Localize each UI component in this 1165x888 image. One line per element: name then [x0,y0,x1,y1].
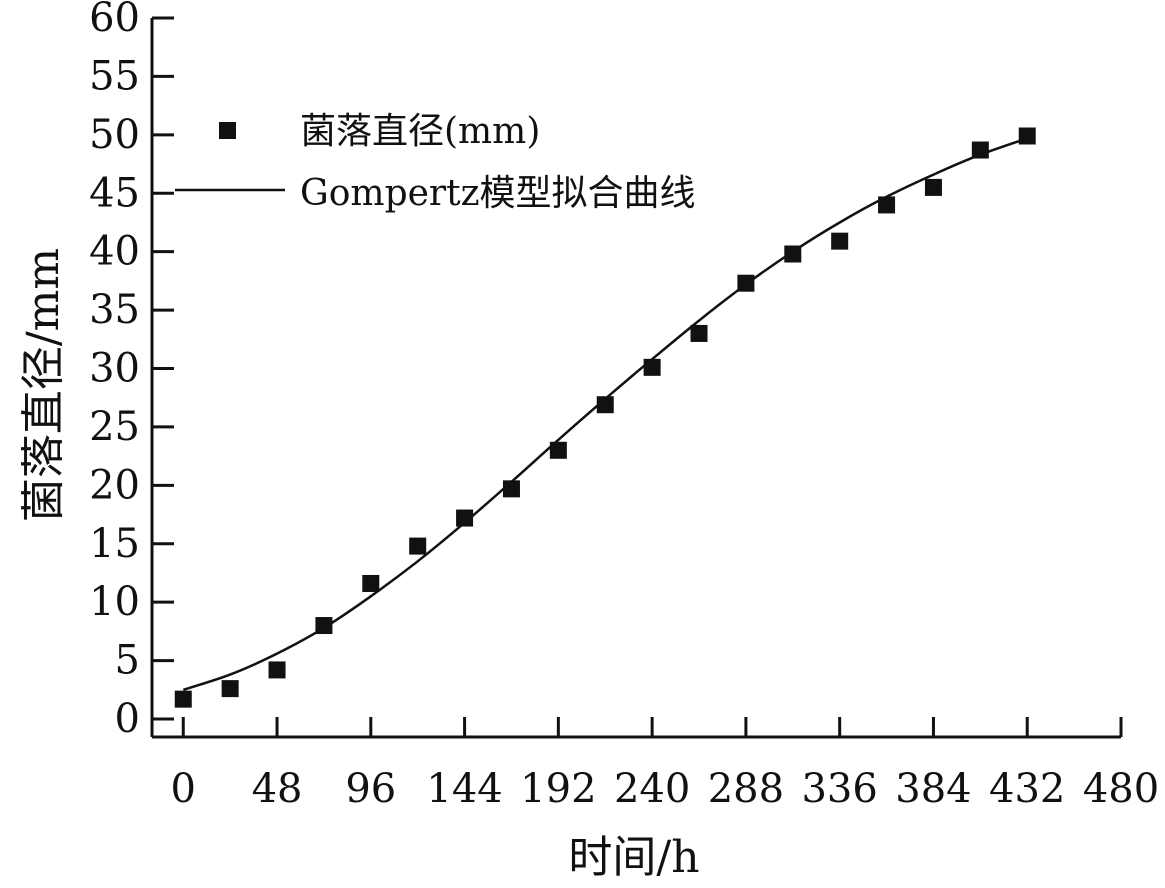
y-tick-label: 25 [89,404,140,450]
x-tick-label: 336 [801,766,877,812]
y-ticks [152,16,174,721]
x-tick-label: 48 [252,766,303,812]
y-tick-label: 15 [89,521,140,567]
data-point [549,441,567,459]
x-tick-label: 144 [426,766,502,812]
y-tick-label: 45 [89,170,140,216]
y-tick-label: 10 [89,579,140,625]
y-tick-label: 35 [89,287,140,333]
data-point [409,537,427,555]
x-tick-label: 0 [171,766,196,812]
data-point [1018,127,1036,145]
data-markers [174,127,1036,708]
data-point [831,232,849,250]
y-tick-label: 55 [89,53,140,99]
legend-label-markers: 菌落直径(mm) [300,111,540,152]
data-point [878,196,896,214]
y-tick-labels: 0 5 10 15 20 25 30 35 40 45 50 55 60 [89,0,140,742]
legend-label-line: Gompertz模型拟合曲线 [300,173,696,214]
data-point [924,178,942,196]
x-tick-label: 240 [614,766,690,812]
y-tick-label: 40 [89,229,140,275]
x-tick-label: 96 [345,766,396,812]
legend: 菌落直径(mm) Gompertz模型拟合曲线 [175,111,696,214]
x-tick-labels: 0 48 96 144 192 240 288 336 384 432 480 [171,766,1160,812]
fit-curve-line [182,137,1028,691]
data-point [456,509,474,527]
y-tick-label: 30 [89,346,140,392]
x-ticks [181,717,1123,737]
data-point [221,680,239,698]
y-tick-label: 60 [89,0,140,41]
y-tick-label: 0 [115,696,140,742]
data-point [596,396,614,414]
data-point [690,324,708,342]
x-tick-label: 192 [520,766,596,812]
data-point [315,617,333,635]
data-point [268,661,286,679]
legend-marker-square [219,122,236,139]
data-point [174,690,192,708]
data-point [502,480,520,498]
y-axis-title: 菌落直径/mm [18,248,69,522]
data-point [643,358,661,376]
data-point [737,274,755,292]
data-point [971,141,989,159]
x-axis-title: 时间/h [568,832,699,883]
axes [150,18,1121,739]
y-tick-label: 50 [89,112,140,158]
x-tick-label: 480 [1083,766,1159,812]
x-tick-label: 288 [708,766,784,812]
data-point [362,574,380,592]
y-tick-label: 20 [89,462,140,508]
data-point [784,245,802,263]
x-tick-label: 432 [989,766,1065,812]
x-tick-label: 384 [895,766,971,812]
y-tick-label: 5 [115,638,140,684]
